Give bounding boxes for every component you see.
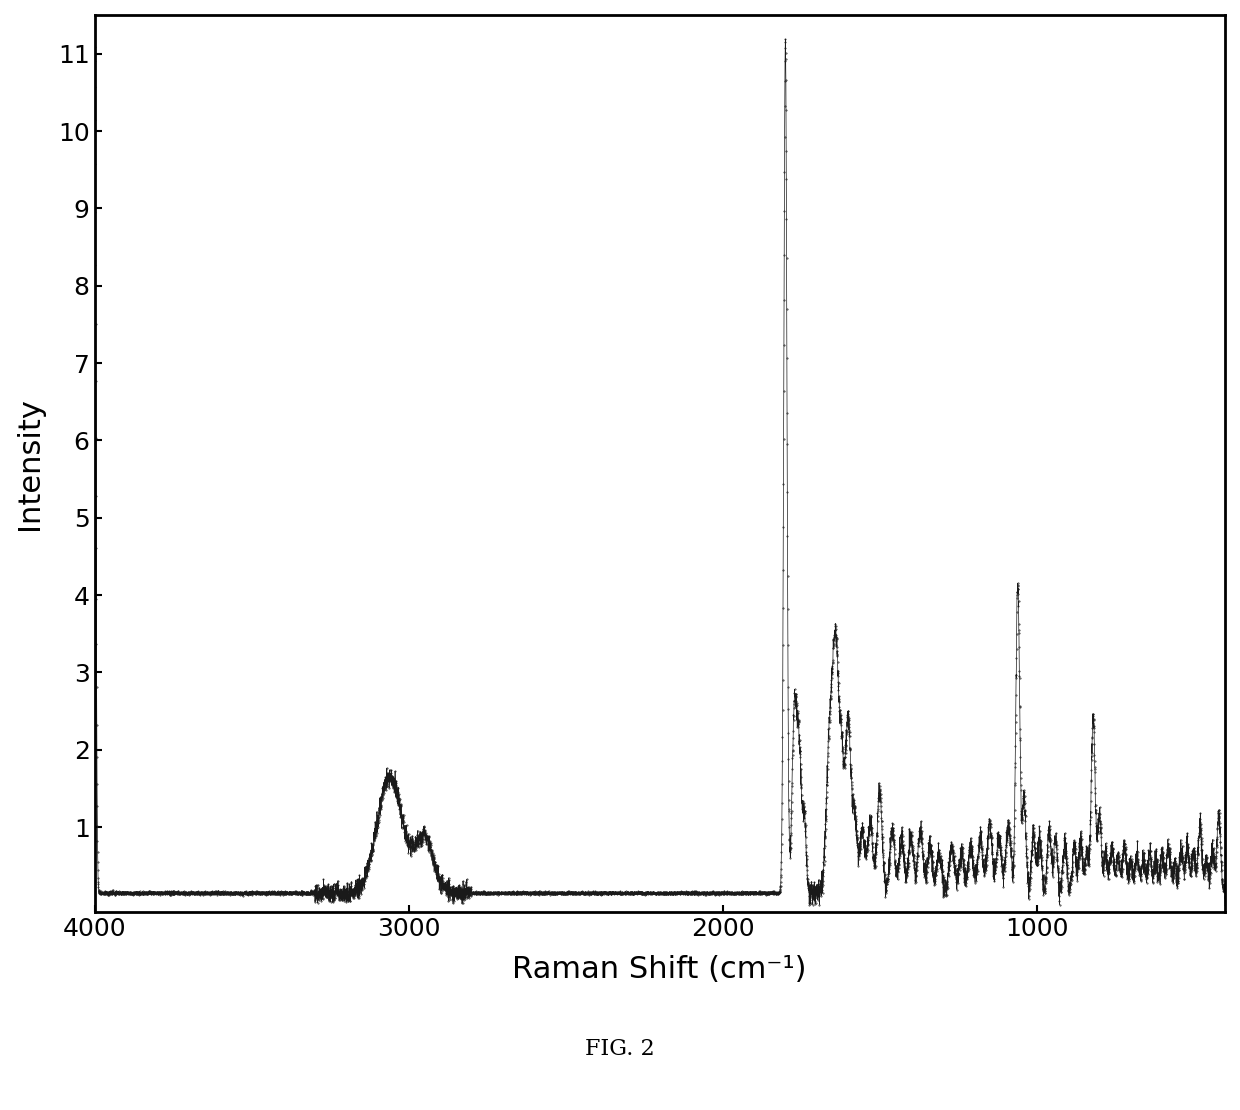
X-axis label: Raman Shift (cm⁻¹): Raman Shift (cm⁻¹) bbox=[512, 955, 807, 983]
Y-axis label: Intensity: Intensity bbox=[15, 397, 43, 531]
Text: FIG. 2: FIG. 2 bbox=[585, 1038, 655, 1060]
